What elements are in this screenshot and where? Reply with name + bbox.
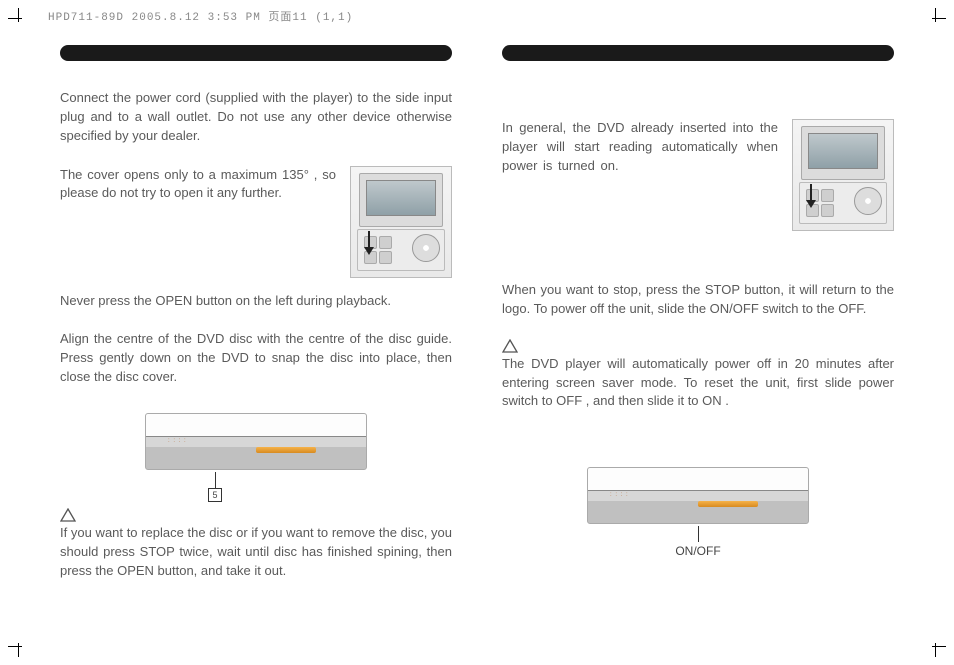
left-para-3: Never press the OPEN button on the left …: [60, 292, 452, 311]
right-row-insert: In general, the DVD already inserted int…: [502, 119, 894, 231]
page-content: Connect the power cord (supplied with th…: [60, 45, 894, 635]
left-column: Connect the power cord (supplied with th…: [60, 45, 452, 635]
player-open-illustration: [350, 166, 452, 278]
warning-icon: [60, 508, 76, 522]
side-view-figure-right: : : : : ON/OFF: [502, 461, 894, 558]
left-warning: If you want to replace the disc or if yo…: [60, 508, 452, 581]
callout-onoff: ON/OFF: [502, 526, 894, 558]
crop-mark: [926, 8, 946, 28]
callout-open: 5: [60, 472, 452, 502]
right-column: In general, the DVD already inserted int…: [502, 45, 894, 635]
left-row-cover: The cover opens only to a maximum 135° ,…: [60, 166, 452, 278]
player-side-illustration: : : : :: [587, 467, 809, 524]
section-header-bar: [502, 45, 894, 61]
warning-icon: [502, 339, 518, 353]
left-para-4: Align the centre of the DVD disc with th…: [60, 330, 452, 387]
print-header: HPD711-89D 2005.8.12 3:53 PM 页面11 (1,1): [48, 8, 353, 24]
crop-mark: [8, 637, 28, 657]
side-view-figure-left: : : : : 5: [60, 407, 452, 502]
callout-label: ON/OFF: [502, 544, 894, 558]
player-side-illustration: : : : :: [145, 413, 367, 470]
crop-mark: [8, 8, 28, 28]
crop-mark: [926, 637, 946, 657]
section-header-bar: [60, 45, 452, 61]
right-warning-text: The DVD player will automatically power …: [502, 355, 894, 412]
left-para-1: Connect the power cord (supplied with th…: [60, 89, 452, 146]
right-para-2: When you want to stop, press the STOP bu…: [502, 281, 894, 319]
left-para-2: The cover opens only to a maximum 135° ,…: [60, 166, 336, 204]
right-warning: The DVD player will automatically power …: [502, 339, 894, 412]
player-open-illustration: [792, 119, 894, 231]
left-warning-text: If you want to replace the disc or if yo…: [60, 524, 452, 581]
right-para-1: In general, the DVD already inserted int…: [502, 119, 778, 176]
callout-box: 5: [208, 488, 221, 502]
